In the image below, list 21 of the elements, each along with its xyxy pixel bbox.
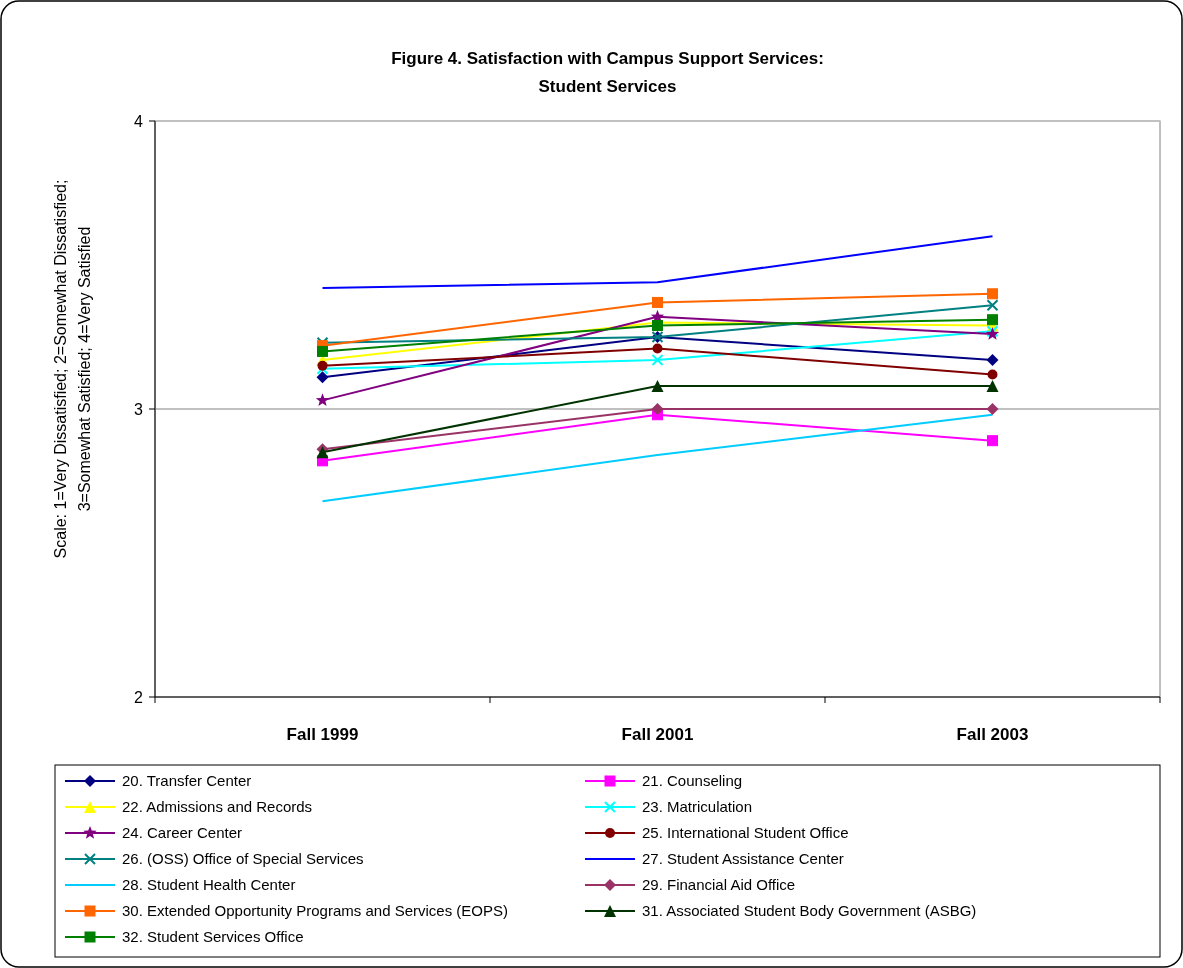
y-tick-label: 2 [134,688,144,706]
y-tick-label: 4 [134,112,144,130]
legend-label: 31. Associated Student Body Government (ASBG) [642,902,977,920]
legend-label: 24. Career Center [122,824,243,842]
x-tick-label: Fall 2003 [956,725,1029,744]
y-axis-title: Scale: 1=Very Dissatisfied; 2=Somewhat Dissatisfied; 3=Somewhat Satisfied; 4=Very Satisfied [52,179,93,559]
legend-label: 23. Matriculation [642,798,753,816]
x-tick-label: Fall 1999 [286,725,359,744]
legend-label: 26. (OSS) Office of Special Services [122,850,364,868]
chart-title: Figure 4. Satisfaction with Campus Support Services: Student Services [391,49,824,96]
legend-label: 22. Admissions and Records [122,798,313,816]
legend-label: 25. International Student Office [642,824,849,842]
legend-label: 27. Student Assistance Center [642,850,844,868]
legend-label: 28. Student Health Center [122,876,296,894]
legend-label: 30. Extended Opportunity Programs and Services (EOPS) [122,902,509,920]
x-tick-label: Fall 2001 [621,725,694,744]
legend-label: 32. Student Services Office [122,928,304,946]
legend-label: 20. Transfer Center [122,772,252,790]
y-tick-label: 3 [134,400,144,418]
legend-label: 21. Counseling [642,772,743,790]
legend-label: 29. Financial Aid Office [642,876,796,894]
